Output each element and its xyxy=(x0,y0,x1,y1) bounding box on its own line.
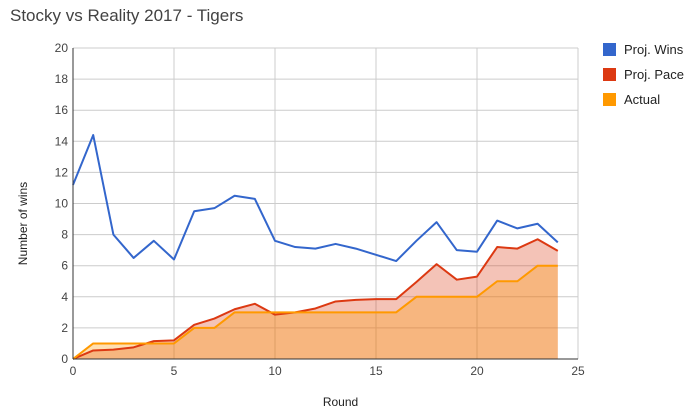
y-tick-label: 0 xyxy=(61,352,68,366)
y-tick-label: 18 xyxy=(55,72,69,86)
area-fills xyxy=(73,239,558,359)
x-tick-label: 10 xyxy=(268,364,282,378)
x-tick-label: 25 xyxy=(571,364,585,378)
legend: Proj. Wins Proj. Pace Actual xyxy=(603,42,684,107)
y-tick-label: 8 xyxy=(61,228,68,242)
legend-swatch xyxy=(603,43,616,56)
y-tick-label: 16 xyxy=(55,103,69,117)
line-proj-wins xyxy=(72,134,559,263)
x-tick-label: 5 xyxy=(171,364,178,378)
y-tick-label: 14 xyxy=(55,134,69,148)
legend-swatch xyxy=(603,68,616,81)
legend-label: Proj. Pace xyxy=(624,67,684,82)
line-proj-pace xyxy=(72,238,559,360)
y-axis-title: Number of wins xyxy=(16,182,30,265)
line-actual xyxy=(72,264,558,360)
chart-title: Stocky vs Reality 2017 - Tigers xyxy=(10,6,244,25)
legend-label: Actual xyxy=(624,92,660,107)
y-tick-label: 6 xyxy=(61,259,68,273)
y-tick-label: 10 xyxy=(55,197,69,211)
y-tick-label: 12 xyxy=(55,165,69,179)
tick-labels: 0 2 4 6 8 10 12 14 16 18 20 0 5 10 15 20 25 xyxy=(55,41,585,378)
y-tick-label: 4 xyxy=(61,290,68,304)
x-tick-label: 0 xyxy=(70,364,77,378)
x-axis-title: Round xyxy=(323,395,358,409)
series-lines xyxy=(72,134,559,360)
x-tick-label: 15 xyxy=(369,364,383,378)
legend-swatch xyxy=(603,93,616,106)
grid-lines xyxy=(73,47,579,359)
y-tick-label: 2 xyxy=(61,321,68,335)
x-tick-label: 20 xyxy=(470,364,484,378)
y-tick-label: 20 xyxy=(55,41,69,55)
axes xyxy=(72,48,578,360)
legend-label: Proj. Wins xyxy=(624,42,684,57)
